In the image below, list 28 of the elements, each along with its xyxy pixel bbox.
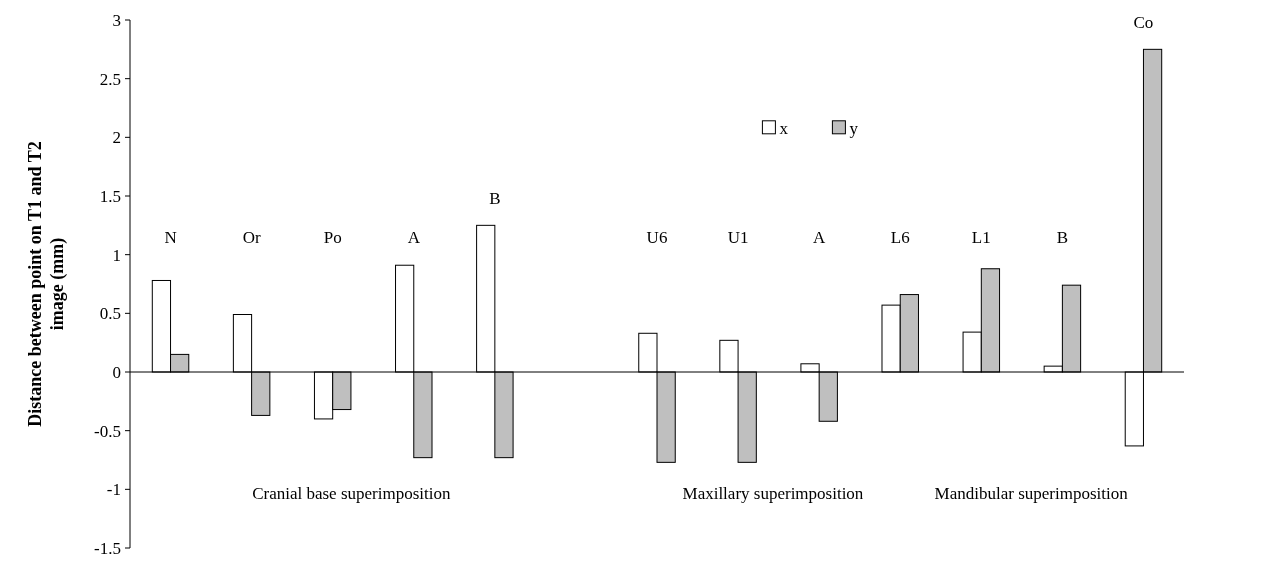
y-tick-label: 1 — [112, 245, 121, 265]
annotation: Mandibular superimposition — [934, 483, 1129, 503]
x-tick-label: B — [489, 189, 501, 209]
annotation: Cranial base superimposition — [252, 483, 451, 503]
x-tick-label: L6 — [890, 227, 910, 247]
legend-label: y — [849, 118, 859, 138]
x-tick-label: L1 — [971, 227, 991, 247]
x-tick-label: N — [164, 227, 177, 247]
y-tick-label: 1.5 — [99, 186, 121, 206]
x-tick-label: Or — [242, 227, 261, 247]
y-tick-label: 2 — [112, 128, 121, 148]
x-tick-label: Po — [323, 227, 342, 247]
y-tick-label: 0 — [112, 362, 121, 382]
y-tick-label: 0.5 — [99, 304, 121, 324]
y-tick-label: 3 — [112, 10, 121, 30]
x-tick-label: U6 — [646, 227, 668, 247]
legend-label: x — [779, 118, 789, 138]
y-axis-title: Distance between point on T1 and T2 image (mm) — [25, 141, 68, 427]
x-tick-label: Co — [1133, 13, 1154, 33]
y-tick-label: -0.5 — [94, 421, 121, 441]
x-tick-label: U1 — [727, 227, 749, 247]
x-tick-label: A — [813, 227, 827, 247]
y-tick-label: 2.5 — [99, 69, 121, 89]
y-tick-label: -1.5 — [94, 538, 121, 558]
y-tick-label: -1 — [106, 480, 121, 500]
x-tick-label: B — [1056, 227, 1069, 247]
x-tick-label: A — [407, 227, 421, 247]
annotation: Maxillary superimposition — [682, 483, 864, 503]
